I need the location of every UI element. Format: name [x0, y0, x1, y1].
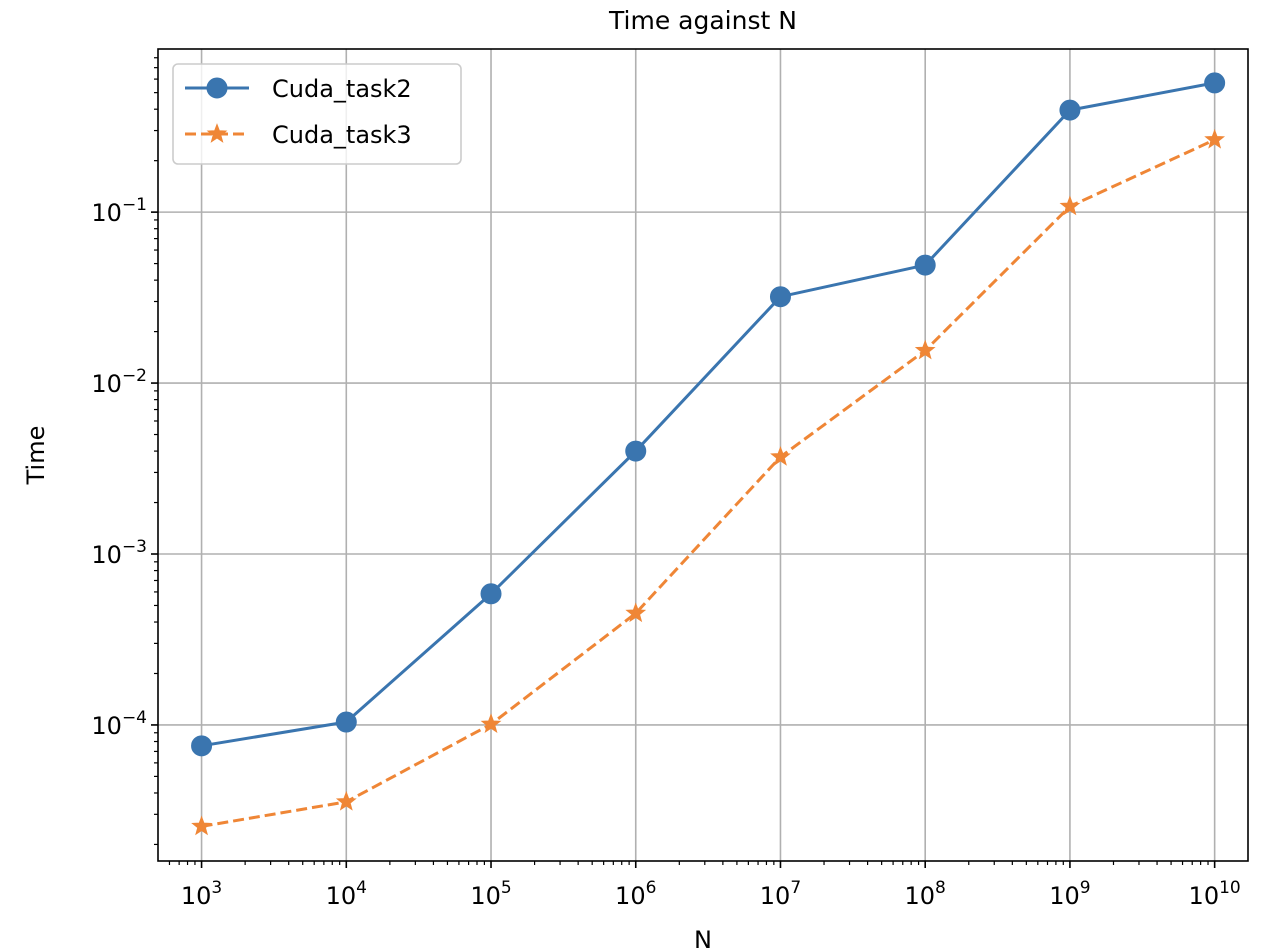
- major-ticks: [151, 211, 1216, 868]
- x-tick-label: 103: [181, 878, 222, 910]
- series-1-point: [480, 583, 502, 605]
- series-2-line: [201, 138, 1216, 828]
- legend-marker-2: [206, 123, 228, 143]
- legend-marker-1: [206, 77, 228, 99]
- series-2-point: [335, 790, 357, 811]
- series-lines: [201, 81, 1216, 828]
- series-2-point: [191, 815, 212, 836]
- series-2-point: [625, 602, 647, 623]
- series-2-point: [1059, 195, 1081, 216]
- series-2-point: [1204, 128, 1226, 149]
- y-tick-label: 10−1: [91, 195, 147, 227]
- series-2-point: [770, 445, 791, 466]
- x-tick-label: 105: [470, 878, 511, 910]
- x-tick-label: 107: [760, 878, 801, 910]
- x-tick-labels: 103 104 105 106 107 108 109 1010: [181, 878, 1241, 910]
- series-1-point: [191, 735, 213, 757]
- series-1-line: [201, 81, 1215, 748]
- series-1-point: [625, 440, 647, 462]
- series-markers: [191, 72, 1226, 836]
- legend: Cuda_task2 Cuda_task3: [172, 63, 462, 165]
- series-2-point: [914, 339, 936, 360]
- y-tick-labels: 10−4 10−3 10−2 10−1: [91, 195, 147, 740]
- y-tick-label: 10−4: [91, 708, 147, 740]
- series-1-point: [335, 711, 357, 733]
- x-tick-label: 104: [326, 878, 367, 910]
- y-tick-label: 10−3: [91, 537, 147, 569]
- x-tick-label: 1010: [1189, 878, 1241, 910]
- y-axis-label: Time: [22, 426, 50, 486]
- minor-ticks: [154, 57, 1209, 865]
- series-1-point: [1204, 72, 1226, 94]
- series-2-point: [480, 713, 502, 734]
- series-1-point: [1059, 99, 1081, 121]
- x-tick-label: 108: [905, 878, 946, 910]
- legend-label-2: Cuda_task3: [272, 121, 412, 149]
- x-axis-label: N: [694, 926, 712, 952]
- x-tick-label: 106: [615, 878, 656, 910]
- grid-lines: [158, 49, 1248, 861]
- series-1-point: [769, 286, 791, 308]
- legend-label-1: Cuda_task2: [272, 75, 412, 103]
- series-1-point: [914, 254, 936, 276]
- y-tick-label: 10−2: [91, 366, 147, 398]
- chart-title: Time against N: [608, 6, 797, 35]
- axes-frame: [157, 48, 1249, 862]
- x-tick-label: 109: [1049, 878, 1090, 910]
